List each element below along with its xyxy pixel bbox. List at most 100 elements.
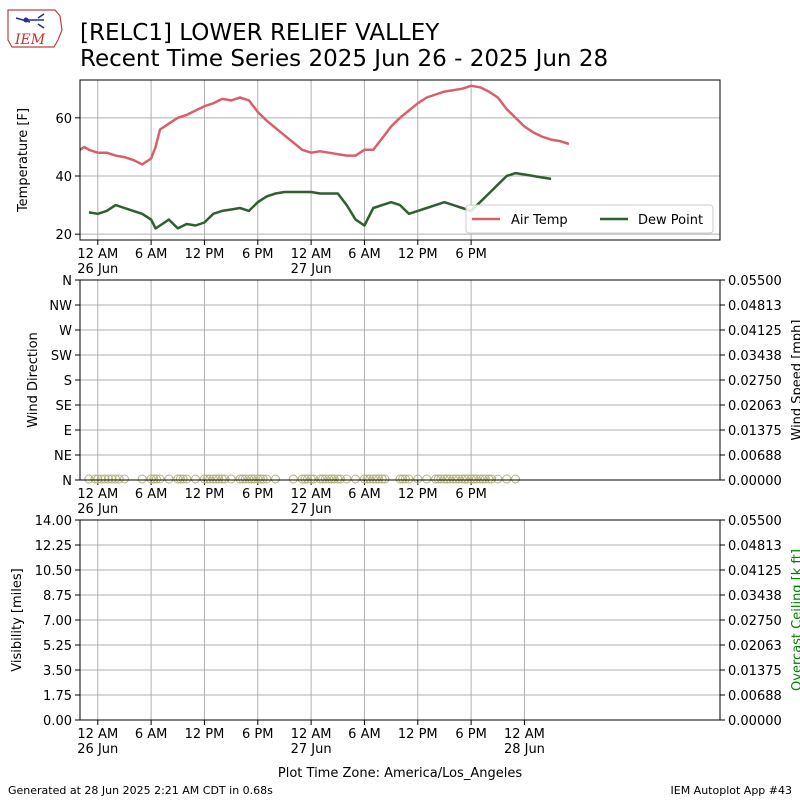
- x-tick-date-label: 27 Jun: [291, 502, 332, 517]
- x-tick-label: 12 PM: [398, 487, 438, 502]
- app-credit: IEM Autoplot App #43: [671, 784, 793, 797]
- wind-direction-point: [103, 474, 113, 484]
- wind-direction-point: [333, 474, 343, 484]
- wind-direction-point: [244, 474, 254, 484]
- wind-direction-point: [502, 474, 512, 484]
- generated-note: Generated at 28 Jun 2025 2:21 AM CDT in …: [8, 784, 273, 797]
- wind-direction-point: [433, 474, 443, 484]
- x-tick-date-label: 26 Jun: [77, 262, 118, 277]
- wind-direction-point: [173, 474, 183, 484]
- x-tick-label: 12 AM: [504, 727, 545, 742]
- wind-direction-point: [318, 474, 328, 484]
- wind-direction-point: [217, 474, 227, 484]
- direction-tick-label: NE: [54, 449, 72, 464]
- x-tick-label: 12 AM: [77, 727, 118, 742]
- x-tick-date-label: 27 Jun: [291, 262, 332, 277]
- x-tick-label: 6 PM: [242, 487, 273, 502]
- wind-direction-point: [454, 474, 464, 484]
- wind-direction-point: [478, 474, 488, 484]
- x-tick-label: 6 PM: [455, 487, 486, 502]
- wind-direction-point: [436, 474, 446, 484]
- ceiling-tick-label: 0.04125: [728, 564, 782, 579]
- wind-direction-point: [511, 474, 521, 484]
- wind-direction-point: [463, 474, 473, 484]
- wind-direction-point: [335, 474, 345, 484]
- wind-direction-point: [451, 474, 461, 484]
- wind-direction-point: [300, 474, 310, 484]
- wind-direction-point: [404, 474, 414, 484]
- wind-direction-point: [329, 474, 339, 484]
- timezone-label: Plot Time Zone: America/Los_Angeles: [278, 766, 522, 781]
- y-tick-label: 20: [55, 228, 72, 243]
- air-temp-line: [79, 84, 570, 166]
- x-tick-label: 12 PM: [398, 727, 438, 742]
- speed-tick-label: 0.00000: [728, 474, 782, 489]
- direction-tick-label: NW: [49, 299, 72, 314]
- wind-direction-point: [175, 474, 185, 484]
- speed-tick-label: 0.02063: [728, 399, 782, 414]
- visibility-tick-label: 12.25: [35, 539, 72, 554]
- direction-tick-label: N: [62, 274, 72, 289]
- wind-direction-point: [235, 474, 245, 484]
- speed-tick-label: 0.00688: [728, 449, 782, 464]
- wind-direction-point: [84, 474, 94, 484]
- wind-direction-point: [258, 474, 268, 484]
- wind-direction-point: [460, 474, 470, 484]
- wind-direction-point: [90, 474, 100, 484]
- wind-direction-point: [377, 474, 387, 484]
- wind-direction-point: [315, 474, 325, 484]
- speed-tick-label: 0.03438: [728, 349, 782, 364]
- wind-direction-point: [327, 474, 337, 484]
- x-tick-label: 12 PM: [185, 487, 225, 502]
- x-tick-label: 6 AM: [348, 247, 381, 262]
- x-tick-label: 6 AM: [135, 247, 168, 262]
- wind-direction-point: [342, 474, 352, 484]
- wind-direction-point: [199, 474, 209, 484]
- x-tick-label: 6 AM: [348, 727, 381, 742]
- wind-direction-point: [365, 474, 375, 484]
- temperature-frame: [79, 79, 721, 241]
- wind-direction-point: [155, 474, 165, 484]
- wind-direction-point: [240, 474, 250, 484]
- wind-direction-point: [422, 474, 432, 484]
- wind-direction-point: [471, 474, 481, 484]
- wind-direction-point: [351, 474, 361, 484]
- ceiling-tick-label: 0.00000: [728, 714, 782, 729]
- x-tick-label: 6 PM: [455, 727, 486, 742]
- wind-direction-point: [178, 474, 188, 484]
- x-tick-label: 6 AM: [348, 487, 381, 502]
- temperature-ylabel: Temperature [F]: [16, 108, 31, 213]
- iem-logo: IEM: [7, 9, 63, 48]
- x-tick-date-label: 26 Jun: [77, 742, 118, 757]
- visibility-tick-label: 10.50: [35, 564, 72, 579]
- direction-tick-label: W: [59, 324, 72, 339]
- x-tick-label: 12 PM: [185, 727, 225, 742]
- wind-direction-point: [151, 474, 161, 484]
- y-tick-label: 40: [55, 170, 72, 185]
- wind-direction-point: [306, 474, 316, 484]
- wind-direction-point: [493, 474, 503, 484]
- wind-direction-point: [149, 474, 159, 484]
- wind-direction-point: [374, 474, 384, 484]
- wind-direction-point: [297, 474, 307, 484]
- wind-direction-point: [182, 474, 192, 484]
- speed-tick-label: 0.05500: [728, 274, 782, 289]
- wind-direction-point: [249, 474, 259, 484]
- ceiling-tick-label: 0.05500: [728, 514, 782, 529]
- wind-direction-point: [191, 474, 201, 484]
- wind-direction-point: [107, 474, 117, 484]
- visibility-tick-label: 8.75: [43, 589, 72, 604]
- wind-direction-point: [480, 474, 490, 484]
- x-tick-date-label: 28 Jun: [504, 742, 545, 757]
- ceiling-tick-label: 0.01375: [728, 664, 782, 679]
- visibility-ylabel: Visibility [miles]: [10, 568, 25, 671]
- visibility-tick-label: 0.00: [43, 714, 72, 729]
- wind-direction-point: [439, 474, 449, 484]
- direction-tick-label: SW: [51, 349, 72, 364]
- wind-direction-point: [487, 474, 497, 484]
- wind-direction-point: [320, 474, 330, 484]
- direction-tick-label: N: [62, 474, 72, 489]
- wind-direction-point: [457, 474, 467, 484]
